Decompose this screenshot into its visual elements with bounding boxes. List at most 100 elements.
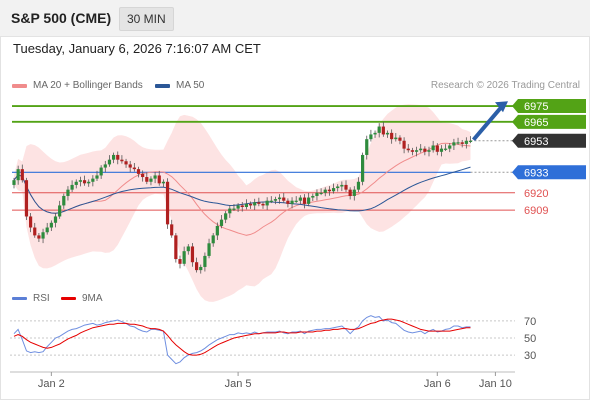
candle-body	[344, 184, 348, 190]
timeframe-button[interactable]: 30 MIN	[119, 7, 174, 31]
rsi-line	[13, 315, 471, 365]
ma20-swatch-icon	[12, 83, 27, 88]
candle-body	[298, 197, 302, 201]
candle-body	[390, 132, 394, 140]
candle-body	[145, 177, 149, 182]
legend-9ma-label: 9MA	[82, 293, 103, 304]
candle-body	[37, 235, 41, 239]
candle-body	[435, 145, 439, 152]
legend-ma20-label: MA 20 + Bollinger Bands	[33, 80, 143, 91]
x-label: Jan 2	[38, 378, 65, 390]
candle-body	[132, 167, 136, 170]
rsi-axis-label-30: 30	[524, 350, 536, 362]
candle-body	[439, 148, 444, 152]
candle-body	[49, 222, 53, 228]
candle-body	[361, 154, 365, 182]
candle-body	[253, 202, 257, 206]
level-label-6933: 6933	[524, 167, 548, 179]
candle-body	[78, 180, 82, 182]
candle-body	[53, 216, 58, 223]
candle-body	[452, 142, 456, 146]
candle-body	[20, 169, 24, 181]
candle-body	[290, 200, 294, 204]
projection-arrow-shaft	[471, 105, 504, 142]
candle-body	[45, 227, 49, 233]
candle-body	[448, 145, 452, 149]
candle-body	[427, 150, 431, 152]
candle-body	[219, 219, 224, 226]
candle-body	[70, 184, 74, 190]
candle-body	[141, 173, 145, 178]
candle-body	[186, 246, 190, 252]
candle-body	[82, 180, 87, 184]
candle-body	[116, 154, 120, 160]
candle-body	[87, 181, 91, 184]
rsi-axis-label-50: 50	[524, 333, 536, 345]
legend-ma50: MA 50	[155, 80, 204, 91]
candle-body	[431, 145, 435, 151]
candle-body	[215, 225, 219, 236]
candle-body	[373, 132, 377, 135]
candle-body	[66, 189, 70, 196]
candle-body	[207, 243, 211, 256]
candle-body	[199, 266, 203, 271]
candle-body	[286, 200, 290, 204]
x-label: Jan 10	[479, 378, 512, 390]
candle-body	[406, 148, 410, 151]
candle-body	[33, 227, 37, 236]
level-tag-6953	[512, 133, 586, 148]
candle-body	[319, 192, 323, 195]
candle-body	[178, 259, 182, 264]
instrument-title: S&P 500 (CME)	[11, 10, 112, 26]
research-credit: Research © 2026 Trading Central	[430, 80, 580, 91]
candle-body	[240, 205, 244, 208]
candle-body	[265, 200, 269, 206]
candle-body	[402, 140, 406, 149]
level-label-6920: 6920	[524, 188, 548, 200]
candle-body	[348, 189, 352, 196]
level-label-6965: 6965	[524, 117, 548, 129]
candle-body	[112, 154, 116, 160]
candle-body	[311, 195, 315, 198]
candle-body	[273, 199, 278, 201]
candle-body	[99, 167, 103, 176]
candle-body	[170, 224, 174, 236]
candle-body	[278, 197, 282, 200]
candle-body	[29, 216, 33, 228]
x-label: Jan 5	[225, 378, 252, 390]
candle-body	[456, 142, 460, 144]
level-label-6953: 6953	[524, 136, 548, 148]
candle-body	[62, 195, 66, 206]
chart-header: S&P 500 (CME) 30 MIN	[0, 0, 590, 37]
candle-body	[423, 148, 427, 152]
ma50-swatch-icon	[155, 83, 170, 88]
candle-body	[232, 208, 236, 210]
level-tag-6975	[512, 99, 586, 114]
legend-9ma: 9MA	[61, 293, 103, 304]
candle-body	[244, 203, 248, 208]
candle-body	[315, 192, 319, 196]
candle-body	[236, 205, 240, 209]
candle-body	[398, 137, 402, 141]
candle-body	[24, 180, 29, 217]
candle-body	[74, 181, 78, 185]
rsi-swatch-icon	[12, 297, 27, 300]
candle-body	[149, 178, 153, 182]
candle-body	[157, 175, 161, 184]
candle-body	[419, 148, 423, 151]
projection-arrowhead-icon	[495, 101, 508, 113]
rsi-9ma-line	[13, 318, 471, 356]
candle-body	[165, 181, 170, 225]
candle-body	[58, 205, 62, 217]
rsi-axis-label-70: 70	[524, 316, 536, 328]
candle-body	[336, 186, 340, 189]
candle-body	[203, 255, 207, 267]
candle-body	[269, 200, 273, 202]
candle-body	[307, 197, 311, 204]
x-label: Jan 6	[424, 378, 451, 390]
candle-body	[228, 208, 232, 214]
candle-body	[340, 184, 344, 187]
level-label-6909: 6909	[524, 205, 548, 217]
legend-rsi: RSI	[12, 293, 50, 304]
candle-body	[352, 189, 356, 196]
